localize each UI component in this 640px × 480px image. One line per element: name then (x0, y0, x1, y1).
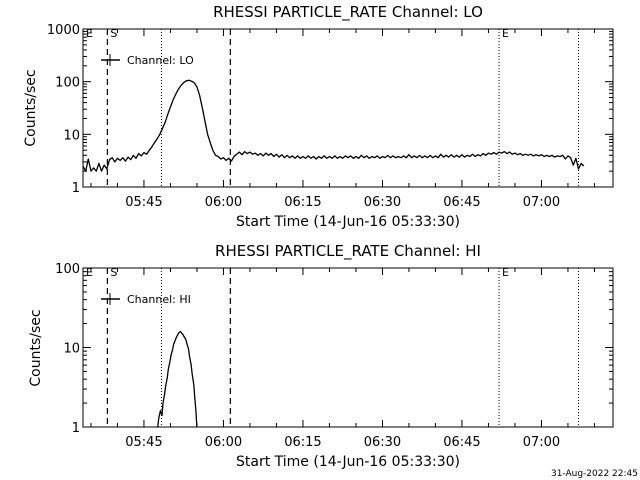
lo-x-tick-label: 06:00 (205, 195, 242, 210)
hi-series-line (157, 330, 198, 428)
lo-marker-label: E (502, 27, 509, 40)
hi-x-tick-label: 07:00 (523, 435, 560, 450)
lo-series-line (82, 79, 585, 172)
hi-x-tick-label: 06:00 (205, 435, 242, 450)
lo-chart-title: RHESSI PARTICLE_RATE Channel: LO (213, 3, 483, 22)
lo-y-tick-label: 10 (63, 128, 80, 143)
lo-y-tick-label: 100 (55, 76, 80, 91)
lo-x-tick-label: 06:30 (364, 195, 401, 210)
hi-y-axis-label: Counts/sec (28, 309, 44, 386)
hi-chart-title: RHESSI PARTICLE_RATE Channel: HI (215, 242, 481, 261)
hi-x-tick-label: 05:45 (125, 435, 162, 450)
lo-data-layer: 05:45 06:00 06:15 06:30 06:45 07:00 1 10 100 1000… (47, 23, 613, 210)
hi-legend-label: Channel: HI (127, 293, 191, 306)
lo-x-tick-label: 06:45 (443, 195, 480, 210)
lo-plot-frame (82, 28, 614, 188)
hi-x-tick-label: 06:30 (364, 435, 401, 450)
lo-chart: RHESSI PARTICLE_RATE Channel: LO Start T… (23, 3, 614, 230)
hi-x-tick-label: 06:45 (443, 435, 480, 450)
hi-x-axis-label: Start Time (14-Jun-16 05:33:30) (236, 454, 460, 470)
lo-x-axis-label: Start Time (14-Jun-16 05:33:30) (236, 214, 460, 230)
lo-marker-label: E (86, 27, 93, 40)
lo-x-tick-label: 07:00 (523, 195, 560, 210)
hi-y-tick-label: 1 (72, 421, 80, 436)
lo-y-tick-label: 1 (72, 181, 80, 196)
lo-legend-label: Channel: LO (127, 54, 194, 67)
hi-y-tick-label: 100 (55, 262, 80, 277)
hi-x-tick-label: 06:15 (284, 435, 321, 450)
lo-marker-label: S (110, 27, 117, 40)
lo-y-tick-label: 1000 (47, 23, 80, 38)
hi-chart: RHESSI PARTICLE_RATE Channel: HI Start T… (28, 242, 614, 470)
hi-y-tick-label: 10 (63, 342, 80, 357)
hi-data-layer: 05:45 06:00 06:15 06:30 06:45 07:00 1 10 100 E S E C… (55, 262, 613, 450)
hi-marker-label: E (502, 266, 509, 279)
hi-marker-label: S (110, 266, 117, 279)
lo-y-axis-label: Counts/sec (23, 69, 39, 146)
hi-marker-label: E (86, 266, 93, 279)
footer-timestamp: 31-Aug-2022 22:45 (551, 469, 638, 479)
lo-x-tick-label: 05:45 (125, 195, 162, 210)
lo-x-tick-label: 06:15 (284, 195, 321, 210)
